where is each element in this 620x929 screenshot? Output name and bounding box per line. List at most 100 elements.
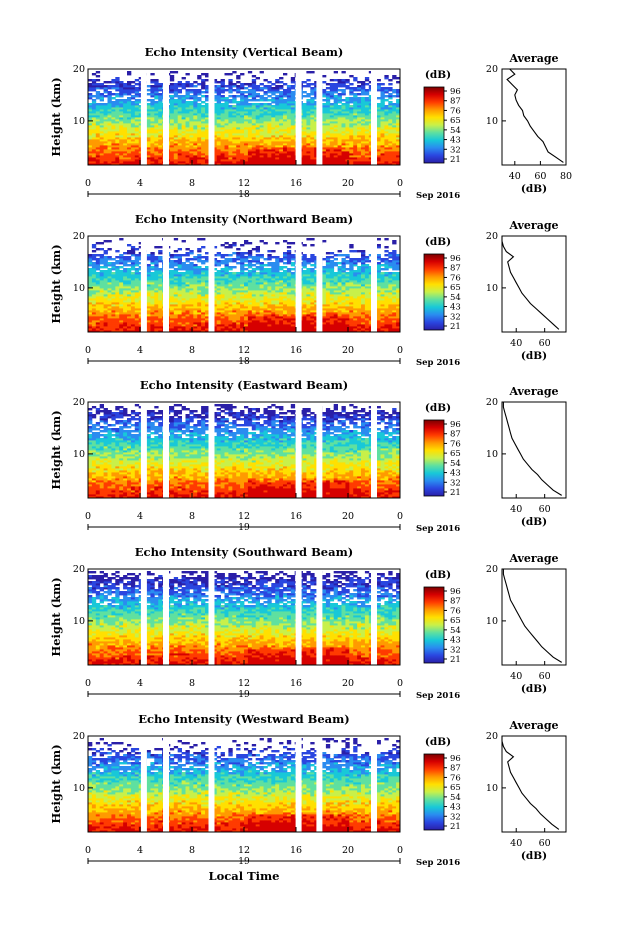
x-tick-label: 20 — [342, 511, 354, 522]
colorbar-tick-label: 32 — [450, 478, 461, 488]
average-line — [501, 236, 560, 330]
data-gap — [295, 236, 302, 332]
colorbar-bar — [423, 253, 445, 331]
avg-x-tick-label: 60 — [539, 504, 551, 515]
colorbar-tick-label: 87 — [450, 597, 461, 607]
day-label: 19 — [238, 857, 250, 867]
date-suffix: Sep 2016 — [416, 358, 460, 368]
data-gap — [371, 236, 377, 332]
data-gap — [163, 402, 169, 498]
y-axis-label: Height (km) — [49, 410, 63, 489]
colorbar-tick-label: 96 — [450, 87, 461, 97]
avg-x-tick-label: 60 — [539, 671, 551, 682]
colorbar-tick-label: 43 — [450, 469, 461, 479]
avg-x-tick-label: 40 — [510, 338, 522, 349]
colorbar-unit: (dB) — [425, 69, 451, 81]
echo-panel: Echo Intensity (Southward Beam) 20 10 Heigh… — [49, 545, 567, 701]
average-title: Average — [508, 385, 558, 398]
x-tick-label: 16 — [290, 345, 302, 356]
y-axis-label: Height (km) — [49, 77, 63, 156]
average-profile: Average 20 10 40 60 80 (dB) — [486, 52, 572, 195]
colorbar-tick-label: 96 — [450, 420, 461, 430]
panel-title: Echo Intensity (Westward Beam) — [138, 712, 349, 726]
data-gap — [316, 569, 323, 665]
x-tick-label: 0 — [85, 845, 91, 856]
date-suffix: Sep 2016 — [416, 191, 460, 201]
avg-y-tick-label: 20 — [486, 64, 498, 75]
avg-x-tick-label: 40 — [509, 171, 521, 182]
x-tick-label: 8 — [189, 178, 195, 189]
y-tick-label: 20 — [73, 564, 85, 575]
colorbar-tick-label: 21 — [450, 488, 461, 498]
colorbar-tick-label: 65 — [450, 783, 461, 793]
x-tick-label: 0 — [85, 511, 91, 522]
average-line — [502, 402, 562, 496]
avg-y-tick-label: 10 — [486, 616, 498, 627]
data-gap — [316, 402, 323, 498]
y-axis-label: Height (km) — [49, 244, 63, 323]
colorbar-tick-label: 87 — [450, 764, 461, 774]
data-gap — [316, 236, 323, 332]
average-profile: Average 20 10 40 60(dB) — [486, 219, 567, 362]
data-gap — [163, 236, 169, 332]
avg-y-tick-label: 20 — [486, 564, 498, 575]
data-gap — [163, 736, 169, 832]
x-axis-label: Local Time — [209, 869, 280, 883]
x-tick-label: 16 — [290, 678, 302, 689]
colorbar-unit: (dB) — [425, 236, 451, 248]
data-gap — [295, 569, 302, 665]
avg-y-tick-label: 10 — [486, 783, 498, 794]
colorbar-tick-label: 87 — [450, 430, 461, 440]
colorbar-tick-label: 43 — [450, 803, 461, 813]
x-tick-label: 4 — [137, 845, 143, 856]
avg-x-tick-label: 60 — [534, 171, 546, 182]
colorbar-tick-label: 32 — [450, 312, 461, 322]
day-label: 18 — [238, 190, 250, 200]
panel-title: Echo Intensity (Northward Beam) — [135, 212, 353, 226]
average-frame — [501, 68, 567, 166]
x-tick-label: 16 — [290, 511, 302, 522]
colorbar-tick-label: 21 — [450, 322, 461, 332]
day-label: 19 — [238, 523, 250, 533]
x-tick-label: 16 — [290, 178, 302, 189]
avg-x-tick-label: 60 — [539, 338, 551, 349]
colorbar-tick-label: 54 — [450, 459, 461, 469]
average-frame — [501, 401, 567, 499]
colorbar-tick-label: 32 — [450, 645, 461, 655]
data-gap — [140, 569, 147, 665]
colorbar-tick-label: 76 — [450, 273, 461, 283]
colorbar-tick-label: 54 — [450, 126, 461, 136]
avg-x-tick-label: 60 — [539, 838, 551, 849]
data-gap — [295, 402, 302, 498]
y-tick-label: 10 — [73, 616, 85, 627]
data-gap — [371, 402, 377, 498]
data-gap — [208, 69, 215, 165]
colorbar-tick-label: 54 — [450, 626, 461, 636]
colorbar-tick-label: 32 — [450, 812, 461, 822]
panel-title: Echo Intensity (Vertical Beam) — [145, 45, 344, 59]
heatmap-cells — [88, 404, 401, 499]
avg-y-tick-label: 10 — [486, 116, 498, 127]
y-tick-label: 10 — [73, 283, 85, 294]
data-gap — [295, 69, 302, 165]
average-frame — [501, 235, 567, 333]
x-tick-label: 8 — [189, 678, 195, 689]
colorbar-bar — [423, 419, 445, 497]
avg-y-tick-label: 10 — [486, 283, 498, 294]
colorbar-tick-label: 43 — [450, 636, 461, 646]
heatmap-cells — [88, 71, 401, 166]
data-gap — [371, 69, 377, 165]
heatmap-cells — [88, 238, 401, 333]
colorbar-bar — [423, 86, 445, 164]
colorbar-tick-label: 65 — [450, 116, 461, 126]
colorbar-unit: (dB) — [425, 569, 451, 581]
colorbar-tick-label: 96 — [450, 587, 461, 597]
avg-x-label: (dB) — [521, 183, 547, 195]
average-line — [502, 569, 562, 663]
colorbar-tick-label: 43 — [450, 136, 461, 146]
date-suffix: Sep 2016 — [416, 858, 460, 868]
